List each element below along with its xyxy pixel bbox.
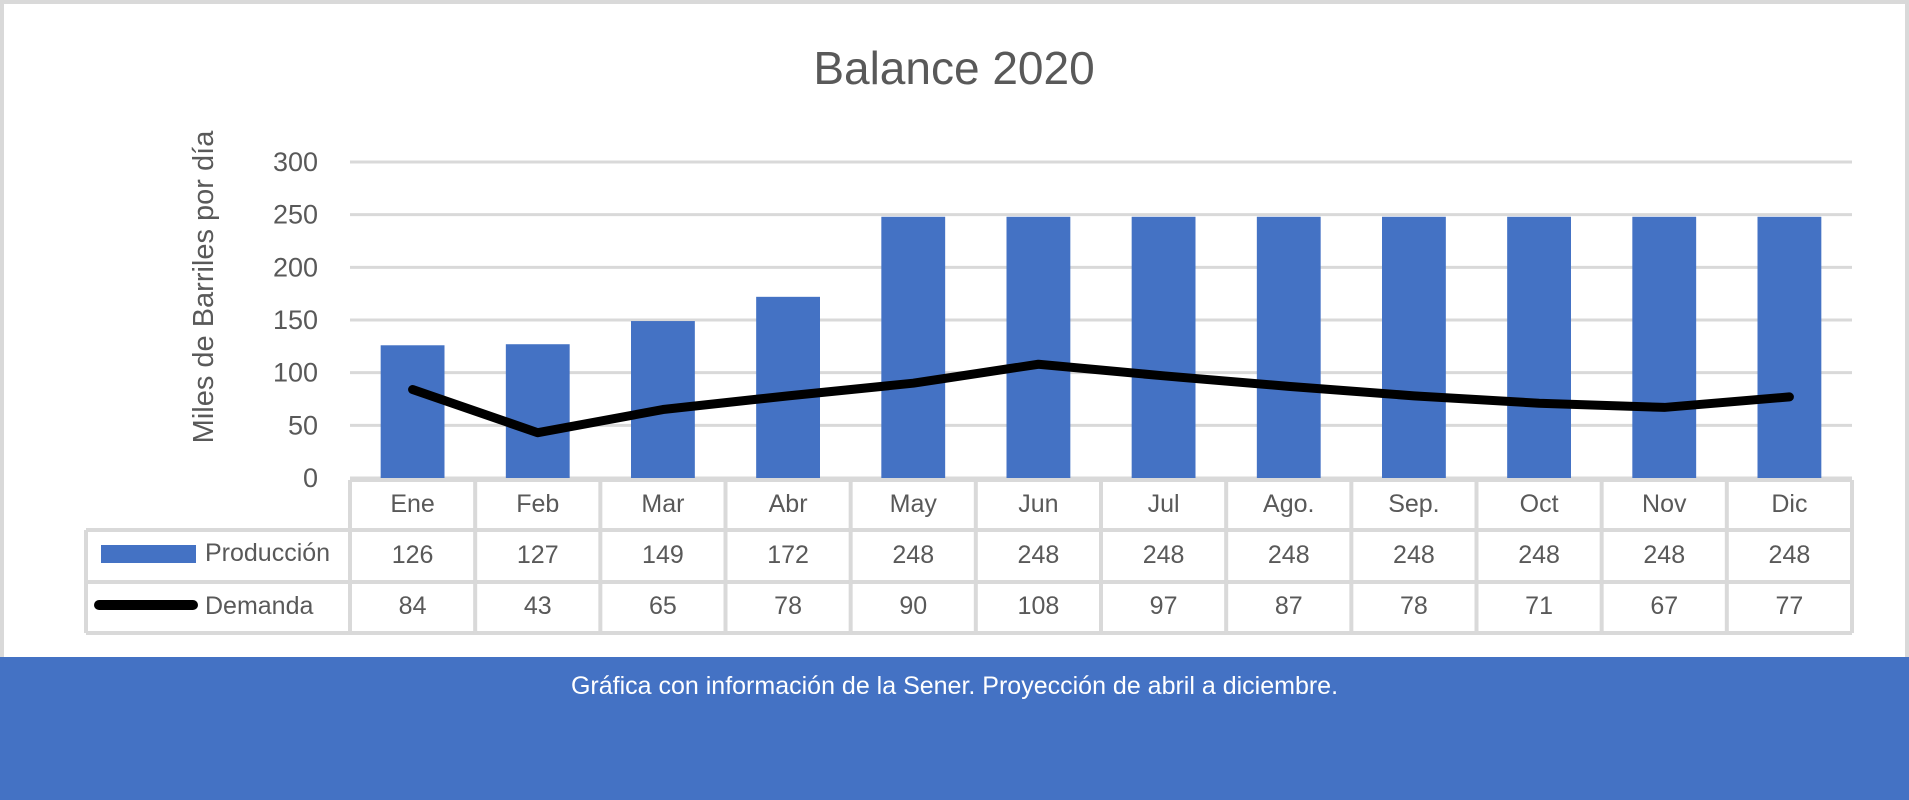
x-tick-label: Nov [1642,490,1687,518]
chart-title: Balance 2020 [813,42,1094,94]
data-label-produccion: 126 [392,541,434,569]
x-tick-label: Dic [1771,490,1807,518]
y-tick-label: 250 [273,200,318,230]
bar-produccion [1006,216,1071,479]
bar-produccion [1632,216,1697,479]
bar-produccion [505,344,570,478]
data-label-produccion: 248 [1643,541,1685,569]
legend-swatch-produccion [101,545,196,563]
y-axis-label: Miles de Barriles por día [188,130,220,444]
data-label-demanda: 71 [1525,592,1553,620]
chart: Balance 2020 0 50 100 150 200 250 300 Miles de B… [84,42,1854,635]
data-label-demanda: 87 [1275,592,1303,620]
bar-produccion [1757,216,1822,479]
data-label-produccion: 248 [1143,541,1185,569]
data-label-demanda: 78 [774,592,802,620]
data-label-demanda: 67 [1650,592,1678,620]
bar-produccion [756,296,821,478]
data-label-demanda: 84 [399,592,427,620]
bar-produccion [881,216,946,479]
data-label-produccion: 248 [1393,541,1435,569]
x-tick-label: Jul [1148,490,1180,518]
x-tick-label: Oct [1520,490,1559,518]
data-label-demanda: 65 [649,592,677,620]
data-label-demanda: 43 [524,592,552,620]
data-label-produccion: 172 [767,541,809,569]
x-tick-label: Sep. [1388,490,1439,518]
bar-produccion [380,345,445,478]
x-tick-label: May [890,490,938,518]
data-label-produccion: 149 [642,541,684,569]
bar-produccion [1256,216,1321,479]
data-label-produccion: 248 [1518,541,1560,569]
x-tick-label: Abr [769,490,808,518]
x-tick-label: Jun [1018,490,1058,518]
data-label-produccion: 248 [892,541,934,569]
line-demanda [408,359,1794,438]
y-tick-label: 0 [303,463,318,493]
bar-produccion [630,321,695,478]
y-tick-label: 100 [273,358,318,388]
data-label-demanda: 108 [1018,592,1060,620]
bar-produccion [1381,216,1446,479]
x-tick-label: Feb [516,490,559,518]
y-tick-label: 50 [288,410,318,440]
bar-produccion [1507,216,1572,479]
y-tick-label: 200 [273,252,318,282]
data-label-demanda: 78 [1400,592,1428,620]
data-label-demanda: 90 [899,592,927,620]
x-tick-label: Mar [641,490,684,518]
x-tick-label: Ene [390,490,434,518]
legend-label-produccion: Producción [205,539,330,567]
bar-produccion [1131,216,1196,479]
footer-caption: Gráfica con información de la Sener. Pro… [570,672,1339,700]
legend-label-demanda: Demanda [205,592,313,620]
data-label-demanda: 97 [1150,592,1178,620]
data-label-demanda: 77 [1776,592,1804,620]
data-label-produccion: 248 [1769,541,1811,569]
footer-band [0,657,1909,800]
data-label-produccion: 248 [1018,541,1060,569]
x-tick-label: Ago. [1263,490,1314,518]
y-tick-label: 300 [273,147,318,177]
data-label-produccion: 127 [517,541,559,569]
data-label-produccion: 248 [1268,541,1310,569]
y-tick-label: 150 [273,305,318,335]
